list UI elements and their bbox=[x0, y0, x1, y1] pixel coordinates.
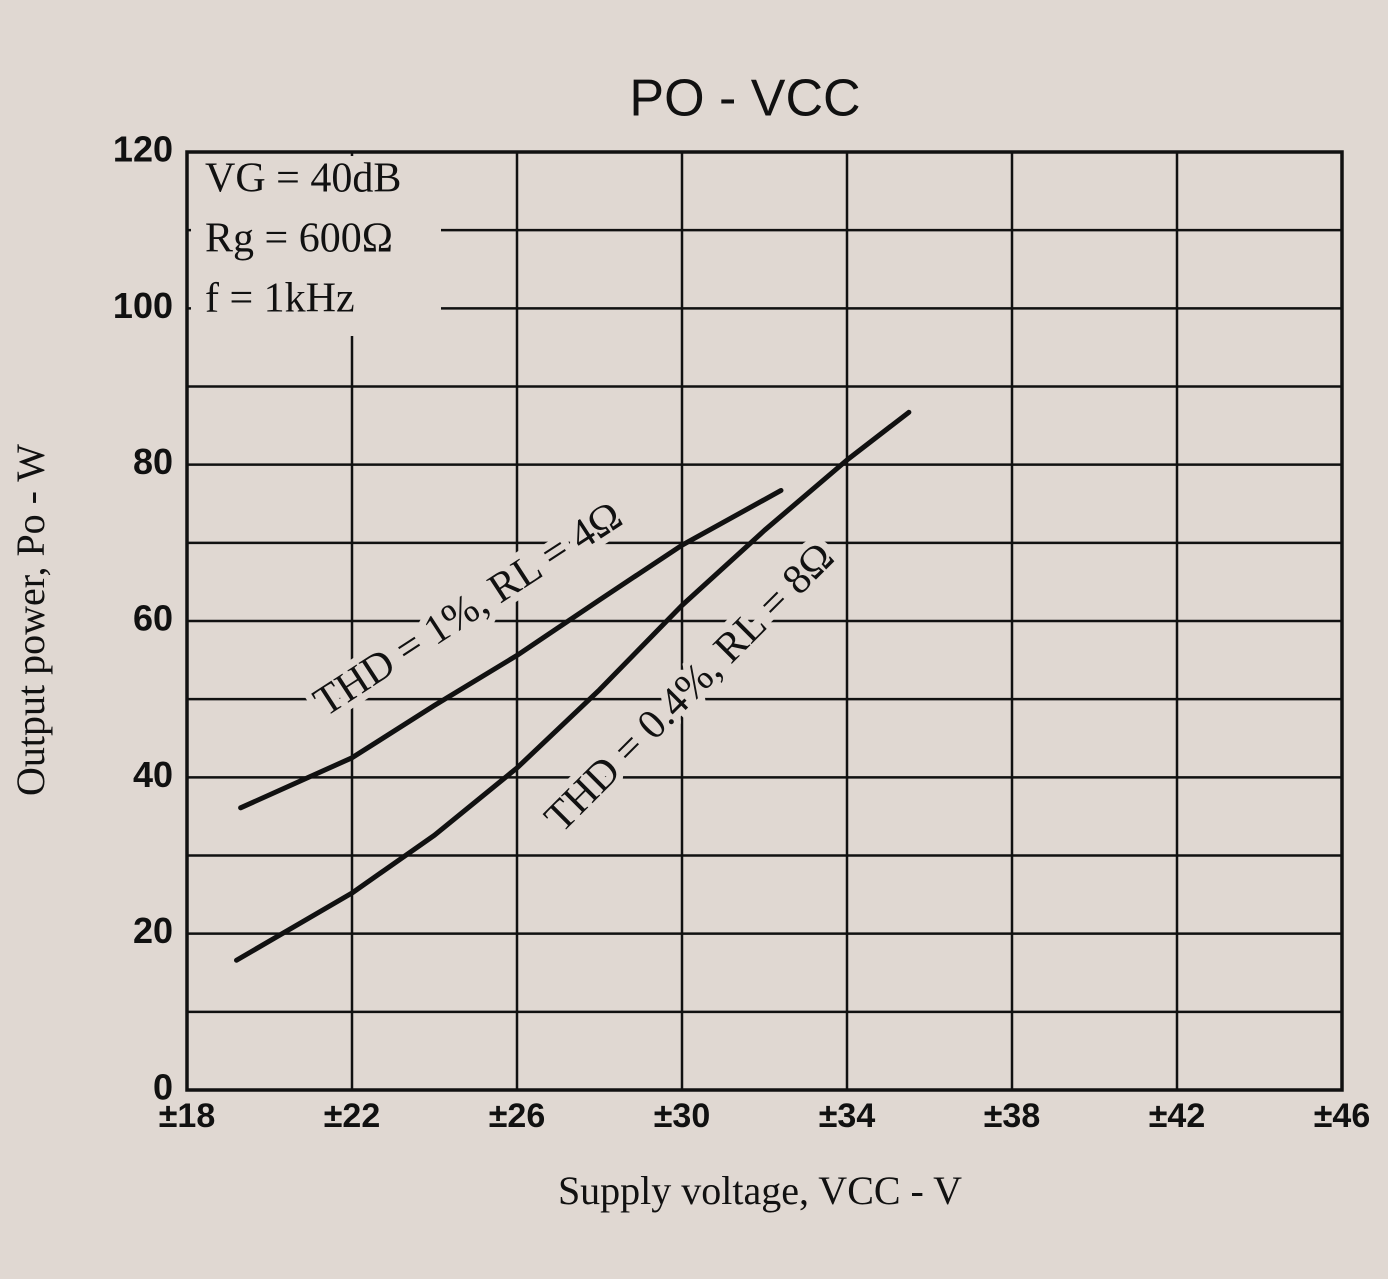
y-tick-label: 120 bbox=[113, 129, 173, 170]
annotation: VG = 40dB bbox=[205, 156, 401, 202]
annotation: Rg = 600Ω bbox=[205, 216, 393, 262]
x-tick-label: ±38 bbox=[984, 1097, 1040, 1135]
y-tick-label: 60 bbox=[133, 598, 173, 639]
y-axis-label: Output power, Po - W bbox=[8, 444, 53, 796]
x-tick-label: ±46 bbox=[1314, 1097, 1370, 1135]
line bbox=[234, 409, 912, 963]
y-tick-label: 100 bbox=[113, 285, 173, 326]
x-tick-label: ±42 bbox=[1149, 1097, 1205, 1135]
annotation: f = 1kHz bbox=[205, 276, 355, 322]
y-tick-label: 0 bbox=[153, 1067, 173, 1108]
y-tick-label: 20 bbox=[133, 910, 173, 951]
x-axis-label: Supply voltage, VCC - V bbox=[558, 1168, 962, 1213]
x-tick-label: ±22 bbox=[324, 1097, 380, 1135]
x-tick-label: ±34 bbox=[819, 1097, 876, 1135]
chart-title: PO - VCC bbox=[629, 70, 860, 128]
y-tick-label: 40 bbox=[133, 754, 173, 795]
y-tick-label: 80 bbox=[133, 441, 173, 482]
x-tick-label: ±30 bbox=[654, 1097, 710, 1135]
x-tick-label: ±18 bbox=[159, 1097, 215, 1135]
x-tick-label: ±26 bbox=[489, 1097, 545, 1135]
annotation-box bbox=[191, 156, 441, 336]
plot-frame bbox=[185, 150, 1344, 1092]
line bbox=[238, 487, 784, 811]
